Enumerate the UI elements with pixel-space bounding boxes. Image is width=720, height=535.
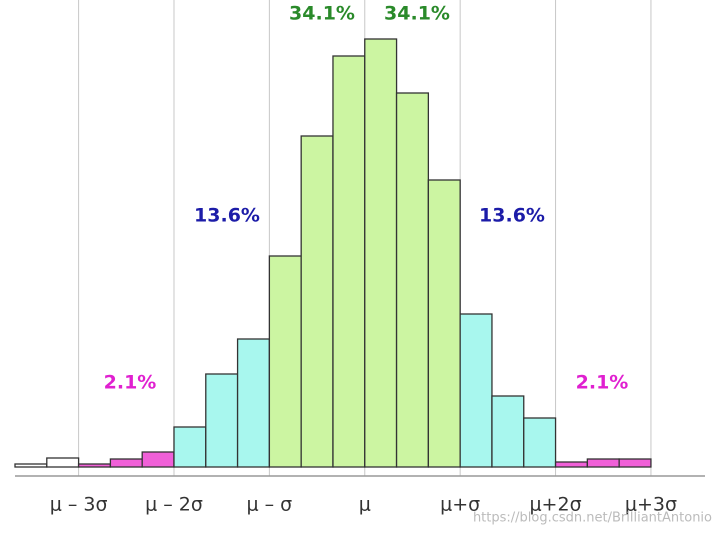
bar: [618, 458, 652, 468]
x-tick-label: μ+2σ: [529, 494, 581, 516]
bar: [236, 338, 271, 468]
annotation: 13.6%: [194, 205, 260, 227]
x-tick-label: μ: [359, 494, 371, 516]
x-tick-label: μ+σ: [440, 494, 480, 516]
bar: [554, 461, 589, 468]
bar: [205, 373, 239, 468]
bar: [586, 458, 620, 468]
x-tick-label: μ – 3σ: [50, 494, 108, 516]
bar: [46, 457, 80, 468]
bar: [14, 463, 48, 468]
bar: [427, 179, 461, 468]
bar: [77, 463, 112, 468]
x-tick-label: μ – σ: [247, 494, 293, 516]
x-tick-label: μ – 2σ: [145, 494, 203, 516]
bar: [268, 255, 302, 468]
bar: [300, 135, 334, 468]
annotation: 2.1%: [576, 372, 629, 394]
bar: [523, 417, 557, 468]
annotation: 34.1%: [289, 3, 355, 25]
x-tick-label: μ+3σ: [625, 494, 677, 516]
bar: [109, 458, 143, 468]
annotation: 13.6%: [479, 205, 545, 227]
bar: [491, 395, 525, 468]
bar: [173, 426, 207, 468]
bar: [332, 55, 366, 468]
annotation: 34.1%: [384, 3, 450, 25]
bar: [141, 451, 175, 468]
bar: [459, 313, 493, 468]
annotation: 2.1%: [104, 372, 157, 394]
watermark: https://blog.csdn.net/BrilliantAntonio: [473, 511, 712, 526]
bar: [395, 92, 430, 468]
bar: [364, 38, 398, 468]
